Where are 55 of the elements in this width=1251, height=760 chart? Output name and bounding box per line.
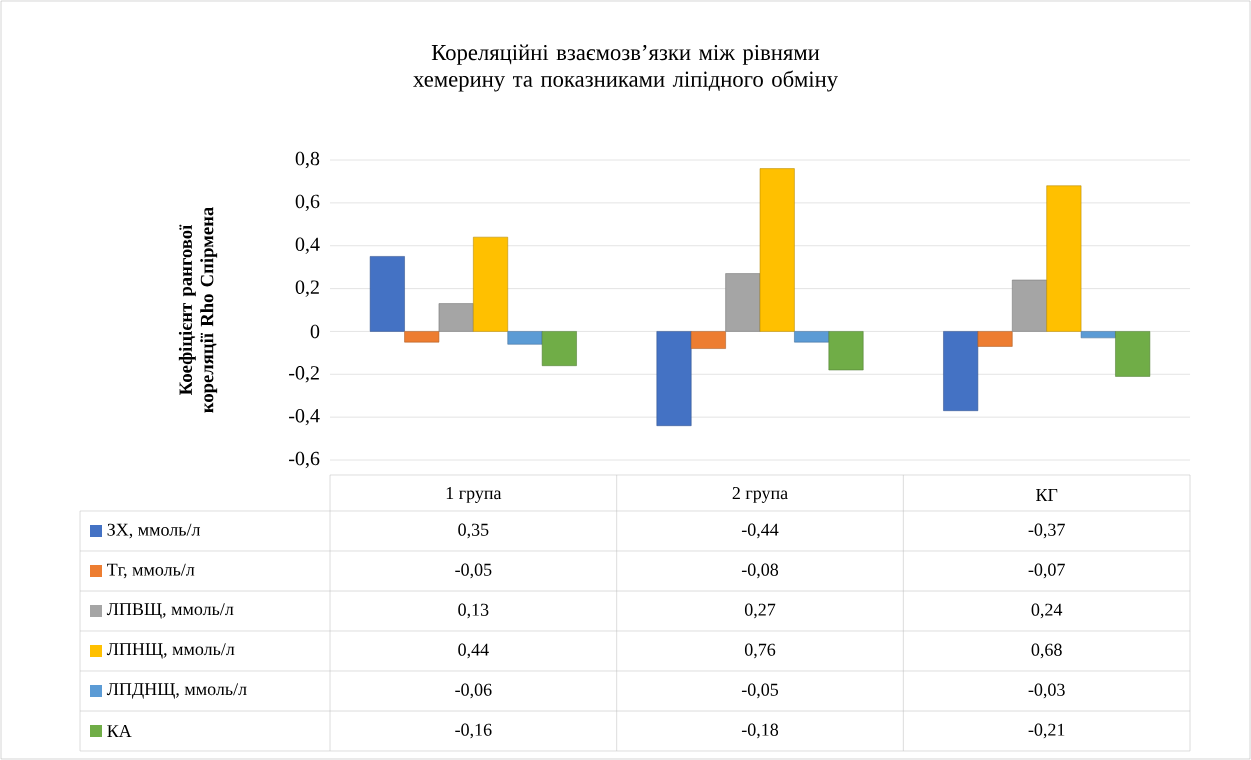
bar — [438, 303, 474, 332]
y-tick-label: 0,8 — [295, 151, 320, 169]
data-label: -0,18 — [741, 723, 779, 739]
y-axis-title: Коефіцієнт рангової кореляції Rho Спірмена — [178, 207, 218, 413]
x-tick-label: 1 група — [446, 487, 502, 503]
data-label: 0,35 — [458, 523, 489, 539]
data-label: 0,24 — [1031, 603, 1063, 619]
bar — [690, 331, 726, 349]
legend-label: ЛПДНЩ, ммоль/л — [106, 683, 247, 699]
data-label: 0,27 — [744, 603, 776, 619]
bar — [794, 331, 830, 343]
bar — [1115, 331, 1151, 377]
chart-title: Кореляційні взаємозв’язки між рівнями хемерину та показниками ліпідного обміну — [413, 44, 838, 92]
y-tick-label: -0,2 — [289, 366, 319, 383]
bar — [507, 331, 543, 345]
bar — [977, 331, 1013, 347]
y-tick-label: 0,4 — [295, 237, 320, 254]
bar — [725, 273, 761, 332]
y-tick-label: -0,6 — [289, 451, 320, 469]
legend-label: ЗХ, ммоль/л — [107, 523, 201, 539]
data-label: -0,08 — [741, 563, 779, 579]
x-tick-label: КГ — [1036, 489, 1058, 501]
bar — [1012, 279, 1047, 332]
data-label: 0,76 — [744, 643, 776, 659]
data-label: -0,05 — [741, 683, 779, 699]
y-tick-label: -0,4 — [289, 408, 320, 426]
data-label: 0,44 — [458, 643, 489, 659]
legend-label: Тг, ммоль/л — [107, 563, 195, 579]
bar — [541, 331, 577, 366]
data-label: -0,07 — [1028, 563, 1065, 579]
data-label: -0,03 — [1028, 683, 1065, 699]
bar — [759, 168, 795, 332]
bar — [1046, 185, 1082, 332]
data-label: -0,21 — [1028, 723, 1065, 739]
legend-label: КА — [107, 725, 132, 737]
legend-label: ЛПНЩ, ммоль/л — [106, 643, 235, 659]
data-label: -0,37 — [1028, 523, 1065, 539]
data-label: 0,13 — [458, 603, 489, 619]
bar — [656, 331, 692, 426]
y-tick-label: 0,2 — [295, 280, 319, 297]
data-label: -0,05 — [455, 563, 492, 579]
bar — [404, 331, 440, 343]
data-label: -0,06 — [455, 683, 492, 699]
bar — [369, 256, 405, 332]
y-tick-label: 0 — [310, 324, 320, 339]
y-tick-label: 0,6 — [295, 194, 320, 212]
bar — [473, 236, 509, 332]
x-tick-label: 2 група — [732, 487, 788, 503]
bar — [828, 331, 864, 371]
data-label: -0,44 — [741, 523, 779, 539]
legend-label: ЛПВЩ, ммоль/л — [106, 603, 234, 619]
bar — [943, 331, 979, 411]
data-label: 0,68 — [1031, 643, 1062, 659]
data-label: -0,16 — [455, 723, 492, 739]
bar — [1080, 331, 1116, 339]
